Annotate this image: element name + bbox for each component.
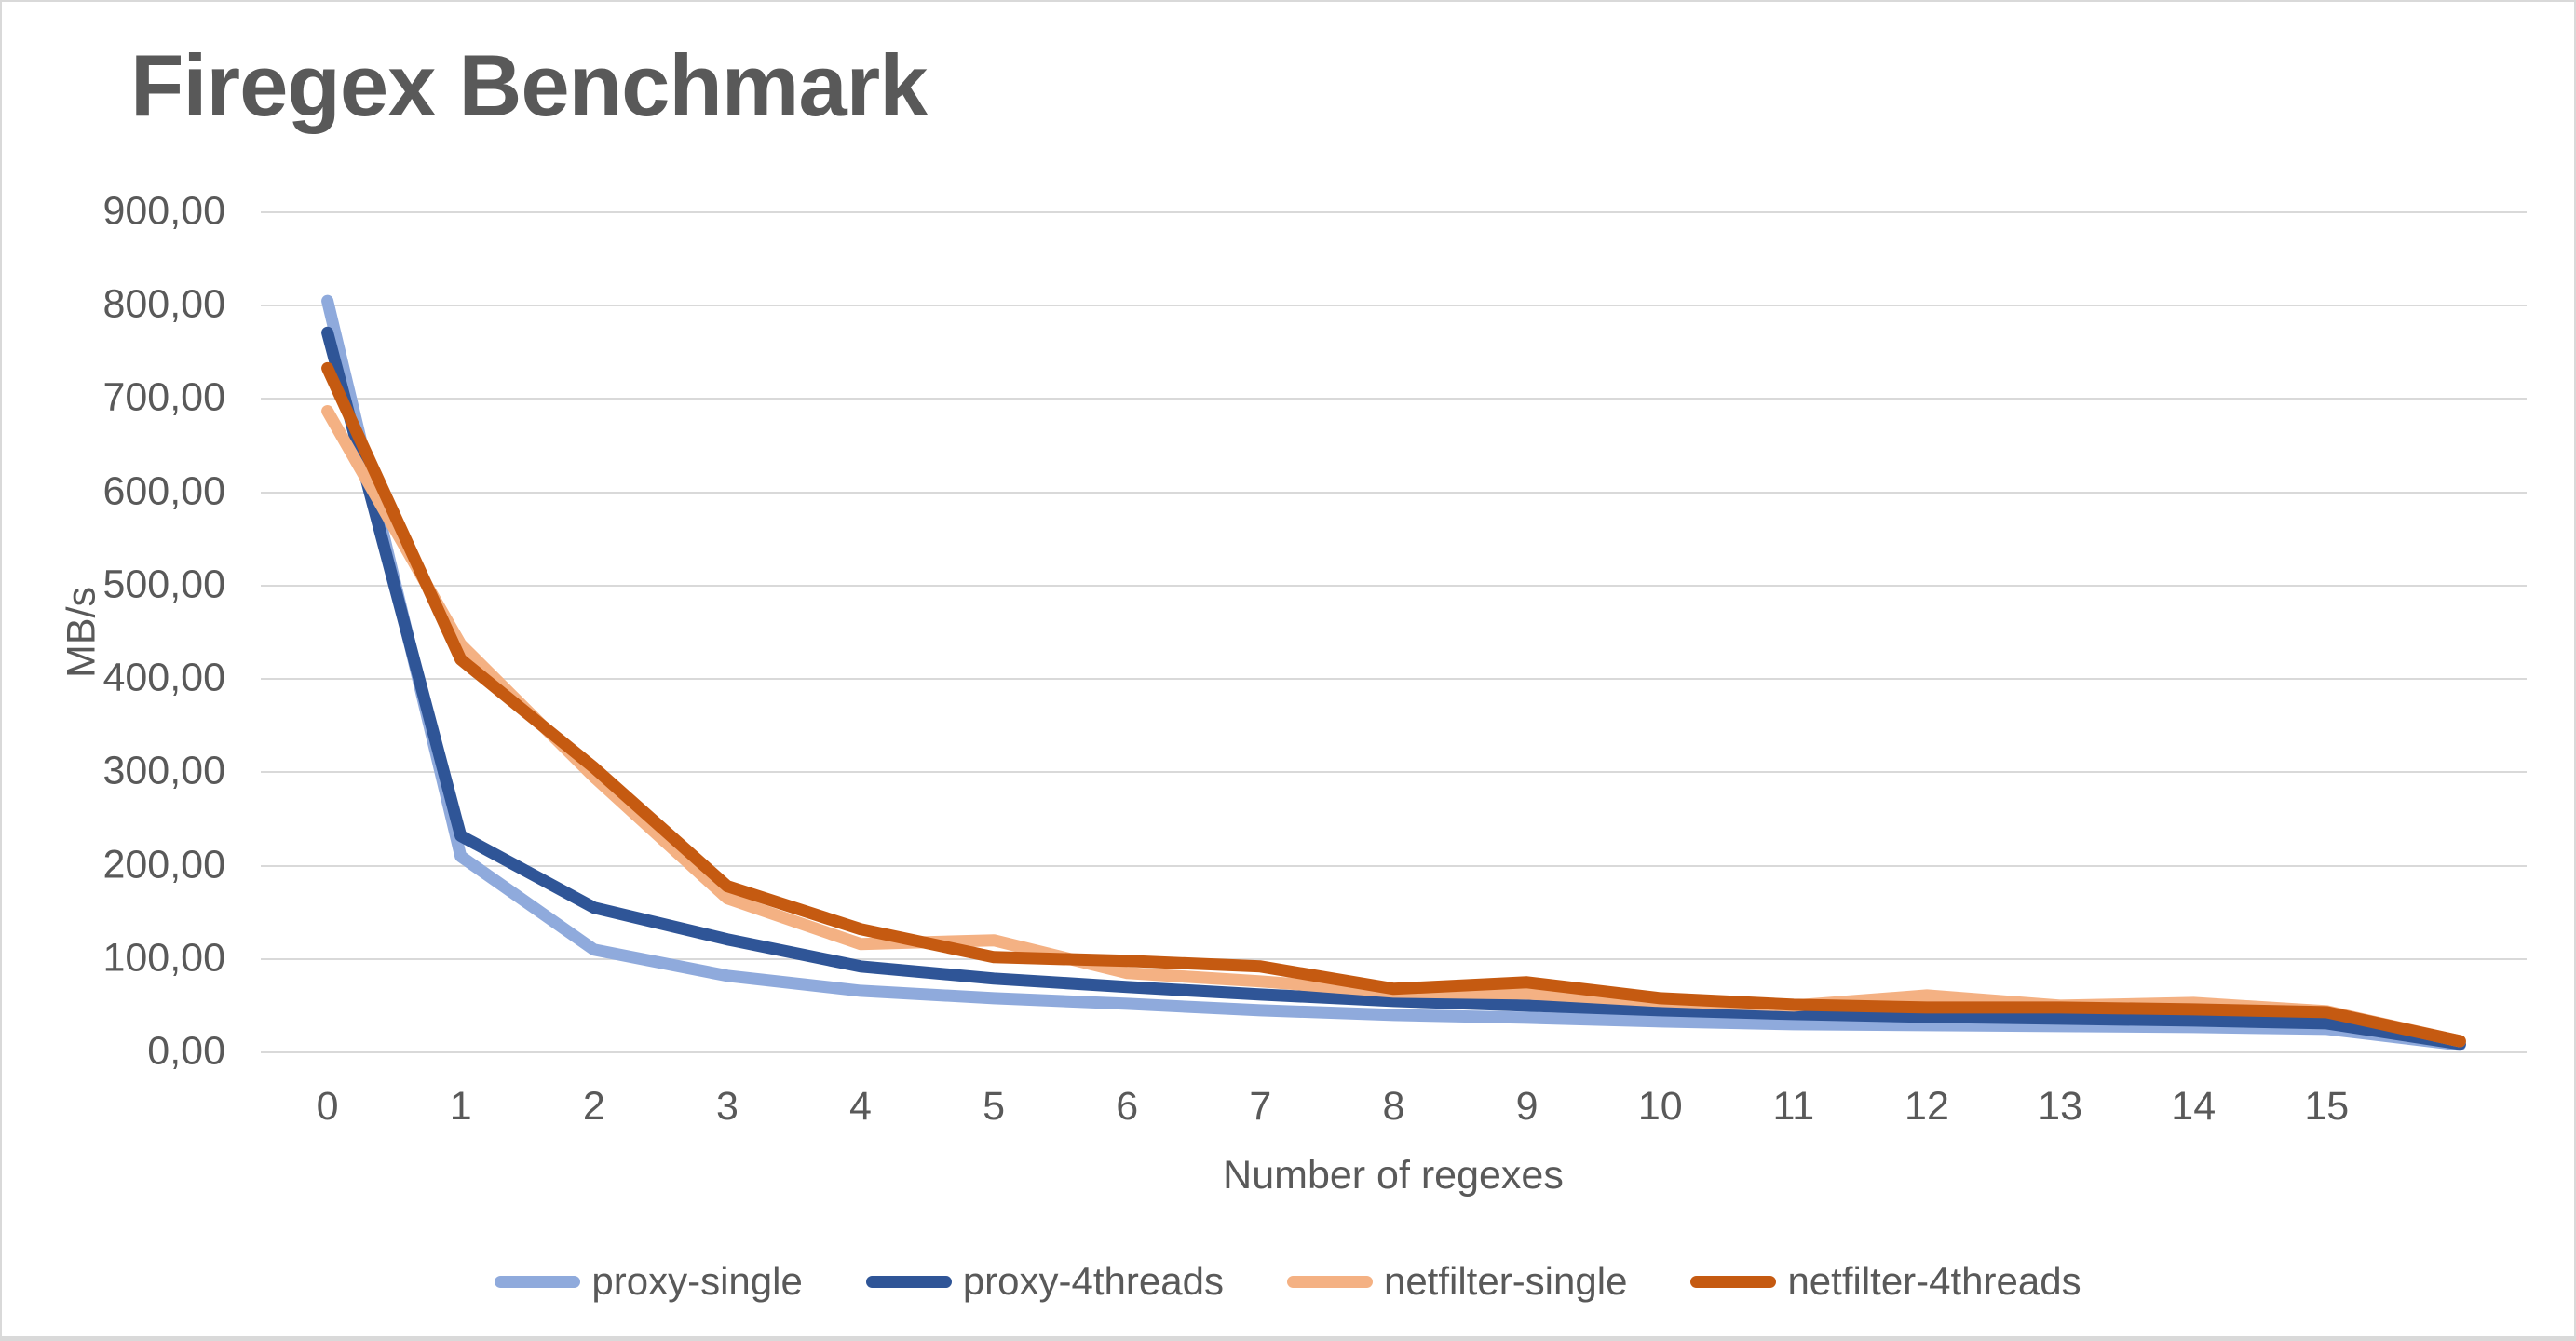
x-axis-title: Number of regexes [1223, 1153, 1564, 1198]
y-tick-label: 700,00 [102, 374, 225, 420]
gridline [261, 1051, 2527, 1053]
series-lines [321, 294, 2466, 1051]
y-tick-label: 300,00 [102, 748, 225, 793]
y-tick-label: 400,00 [102, 655, 225, 700]
x-tick-label: 14 [2171, 1084, 2217, 1129]
plot-area [261, 211, 2527, 1053]
y-tick-label: 100,00 [102, 935, 225, 981]
x-tick-label: 7 [1249, 1084, 1272, 1129]
series-line-proxy-4threads [321, 326, 2466, 1050]
legend-label: netfilter-4threads [1787, 1259, 2081, 1303]
x-tick-label: 5 [983, 1084, 1006, 1129]
gridline [261, 584, 2527, 587]
legend-swatch-netfilter-4threads [1690, 1275, 1777, 1288]
x-tick-label: 11 [1772, 1084, 1815, 1129]
series-line-proxy-single [321, 294, 2466, 1051]
legend-swatch-proxy-single [495, 1275, 581, 1288]
x-tick-label: 9 [1515, 1084, 1539, 1129]
series-line-netfilter-4threads [321, 361, 2466, 1048]
y-tick-label: 900,00 [102, 188, 225, 234]
x-tick-label: 6 [1116, 1084, 1139, 1129]
x-tick-label: 15 [2304, 1084, 2350, 1129]
legend-item-netfilter-4threads: netfilter-4threads [1690, 1259, 2081, 1304]
legend-item-proxy-4threads: proxy-4threads [865, 1259, 1224, 1304]
x-tick-label: 8 [1382, 1084, 1405, 1129]
gridline [261, 305, 2527, 307]
x-tick-label: 0 [316, 1084, 339, 1129]
legend: proxy-single proxy-4threads netfilter-sing… [0, 1252, 2576, 1311]
x-tick-label: 12 [1905, 1084, 1949, 1129]
legend-label: proxy-4threads [962, 1259, 1224, 1303]
x-tick-label: 13 [2038, 1084, 2082, 1129]
legend-item-proxy-single: proxy-single [495, 1259, 803, 1304]
x-tick-label: 1 [449, 1084, 472, 1129]
y-tick-label: 800,00 [102, 281, 225, 327]
gridline [261, 864, 2527, 867]
gridline [261, 678, 2527, 681]
legend-swatch-netfilter-single [1286, 1275, 1373, 1288]
y-tick-label: 500,00 [102, 562, 225, 607]
gridline [261, 957, 2527, 960]
gridline [261, 771, 2527, 774]
series-line-netfilter-single [321, 405, 2466, 1048]
y-tick-label: 600,00 [102, 468, 225, 514]
legend-item-netfilter-single: netfilter-single [1286, 1259, 1628, 1304]
gridline [261, 398, 2527, 400]
chart-title: Firegex Benchmark [130, 36, 928, 134]
y-tick-label: 0,00 [147, 1028, 225, 1074]
legend-label: netfilter-single [1383, 1259, 1628, 1303]
gridline [261, 211, 2527, 213]
gridline [261, 491, 2527, 494]
legend-label: proxy-single [591, 1259, 803, 1303]
x-tick-label: 4 [849, 1084, 872, 1129]
x-tick-label: 3 [715, 1084, 739, 1129]
x-tick-label: 10 [1637, 1084, 1683, 1129]
y-tick-label: 200,00 [102, 842, 225, 887]
legend-swatch-proxy-4threads [865, 1275, 952, 1288]
x-tick-label: 2 [582, 1084, 605, 1129]
